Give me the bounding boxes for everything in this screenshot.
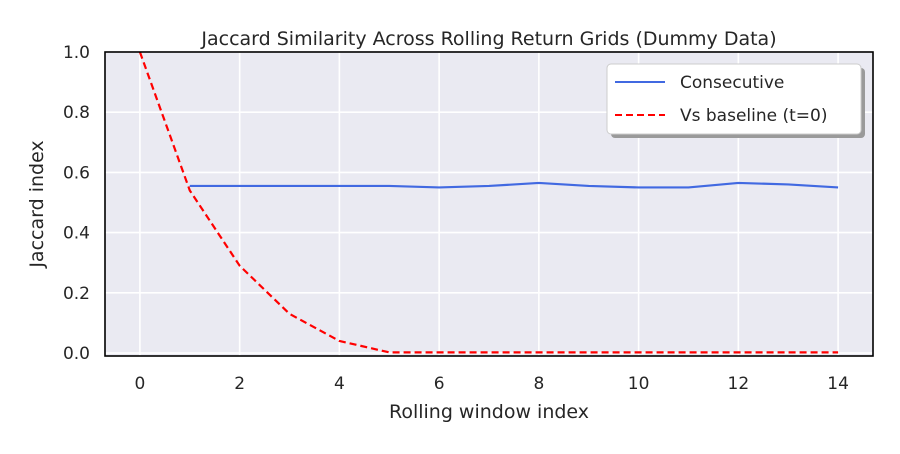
chart-title: Jaccard Similarity Across Rolling Return…: [200, 28, 776, 50]
x-tick-label: 8: [533, 374, 544, 394]
x-tick-label: 0: [134, 374, 145, 394]
x-tick-label: 2: [234, 374, 245, 394]
legend-label-vs-baseline: Vs baseline (t=0): [680, 106, 828, 126]
plot-frame: [104, 51, 874, 357]
y-tick-label: 0.6: [63, 163, 90, 183]
series-line-consecutive: [189, 181, 839, 189]
y-tick-label: 1.0: [63, 43, 90, 63]
legend-label-consecutive: Consecutive: [680, 73, 784, 93]
legend-box: [606, 63, 862, 135]
x-tick-label: 6: [434, 374, 445, 394]
series-lines: [138, 51, 839, 354]
x-tick-label: 12: [728, 374, 750, 394]
legend: Consecutive Vs baseline (t=0): [606, 63, 865, 138]
x-tick-label: 10: [628, 374, 650, 394]
y-tick-label: 0.2: [63, 284, 90, 304]
y-axis-label: Jaccard index: [26, 140, 48, 268]
tick-labels: 0 2 4 6 8 10 12 14 0.0 0.2 0.4 0.6 0.8 1.0: [63, 43, 849, 394]
x-tick-label: 14: [827, 374, 849, 394]
y-tick-label: 0.8: [63, 103, 90, 123]
y-tick-label: 0.4: [63, 224, 90, 244]
y-tick-label: 0.0: [63, 344, 90, 364]
x-axis-label: Rolling window index: [389, 401, 589, 423]
x-tick-label: 4: [334, 374, 345, 394]
